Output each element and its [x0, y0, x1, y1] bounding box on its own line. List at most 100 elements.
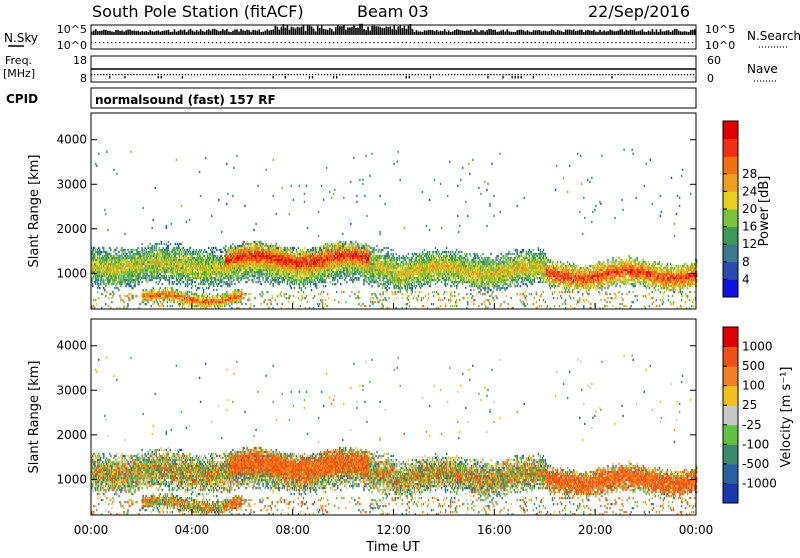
nave-dot [669, 74, 670, 75]
nsky-bar [127, 30, 129, 35]
power-cell [213, 261, 214, 263]
nsky-bar [581, 30, 583, 35]
nave-dot [439, 74, 440, 75]
nsky-bar [420, 31, 422, 35]
nave-dot [139, 74, 140, 75]
nave-dot [333, 76, 334, 79]
power-cell [209, 293, 210, 295]
nave-dot [502, 76, 503, 79]
nsearch-dot [470, 42, 471, 43]
power-cell [94, 247, 95, 249]
nsky-bar [273, 30, 275, 35]
power-cell [202, 287, 203, 289]
power-cell [95, 299, 96, 301]
power-cell [304, 251, 305, 253]
power-cell [295, 277, 296, 279]
nave-dot [164, 74, 165, 75]
nave-dot [152, 74, 153, 75]
nsky-bar [230, 32, 232, 35]
power-cell [186, 251, 187, 253]
power-cell [105, 279, 106, 281]
power-cell [264, 281, 265, 283]
power-cell [292, 251, 293, 253]
power-cell [113, 255, 114, 257]
nave-dot [651, 74, 652, 75]
power-cell [177, 271, 178, 273]
power-cell [296, 249, 297, 251]
power-cell [278, 247, 279, 249]
power-cell [145, 289, 146, 291]
nsearch-dot [563, 42, 564, 43]
power-cell [209, 305, 210, 307]
nsearch-dot [490, 42, 491, 43]
beam-label: Beam 03 [357, 2, 429, 21]
nsearch-dot [510, 42, 511, 43]
nsky-bar [537, 30, 539, 35]
nave-dot [312, 76, 313, 79]
power-cell [315, 281, 316, 283]
power-cell [102, 293, 103, 295]
nave-dot [360, 74, 361, 75]
nsearch-dot [325, 42, 326, 43]
nsky-bar [492, 30, 494, 35]
power-cell [124, 295, 125, 297]
nsearch-dot [200, 42, 201, 43]
power-cell [105, 303, 106, 305]
nsky-bar [494, 30, 496, 35]
power-cell [204, 283, 205, 285]
power-cell [115, 249, 116, 251]
power-cell [191, 291, 192, 293]
nsky-bar [135, 31, 137, 35]
power-cell [161, 243, 162, 245]
nsearch-dot [208, 42, 209, 43]
power-cell [278, 279, 279, 281]
nave-dot [415, 74, 416, 75]
nsearch-dot [539, 42, 540, 43]
power-cell [228, 279, 229, 281]
power-cell [105, 213, 106, 215]
nsearch-dot [216, 42, 217, 43]
power-cell [185, 295, 186, 297]
power-cell [200, 255, 201, 257]
power-cell [171, 263, 172, 265]
nave-dot [254, 74, 255, 75]
nsky-bar [525, 31, 527, 35]
nsearch-dot [248, 42, 249, 43]
nsky-bar [383, 28, 385, 35]
nsky-bar [297, 27, 299, 35]
nsky-bar [299, 27, 301, 35]
nsky-bar [214, 29, 216, 35]
nsky-bar [551, 29, 553, 35]
nave-dot [469, 74, 470, 75]
power-cell [117, 287, 118, 289]
power-cell [282, 281, 283, 283]
power-cell [126, 259, 127, 261]
nsearch-dot [450, 42, 451, 43]
power-cell [243, 293, 244, 295]
nave-dot [315, 74, 316, 75]
power-cell [249, 275, 250, 277]
nsearch-dot [631, 42, 632, 43]
nave-dot [203, 74, 204, 75]
power-cell [215, 297, 216, 299]
nave-dot [381, 74, 382, 75]
power-cell [216, 277, 217, 279]
nsky-bar [93, 31, 95, 35]
power-cell [130, 281, 131, 283]
nsky-bar [486, 30, 488, 35]
power-cell [307, 281, 308, 283]
power-cell [174, 247, 175, 249]
power-cell [104, 209, 105, 211]
power-cell [169, 255, 170, 257]
nsearch-dot [293, 42, 294, 43]
nsky-bar [498, 31, 500, 35]
power-cell [142, 289, 143, 291]
power-cell [119, 257, 120, 259]
nave-dot [112, 74, 113, 75]
power-cell [118, 269, 119, 271]
power-cell [141, 249, 142, 251]
nsearch-dot [111, 42, 112, 43]
power-cell [211, 299, 212, 301]
power-cell [175, 243, 176, 245]
power-cell [322, 305, 323, 307]
